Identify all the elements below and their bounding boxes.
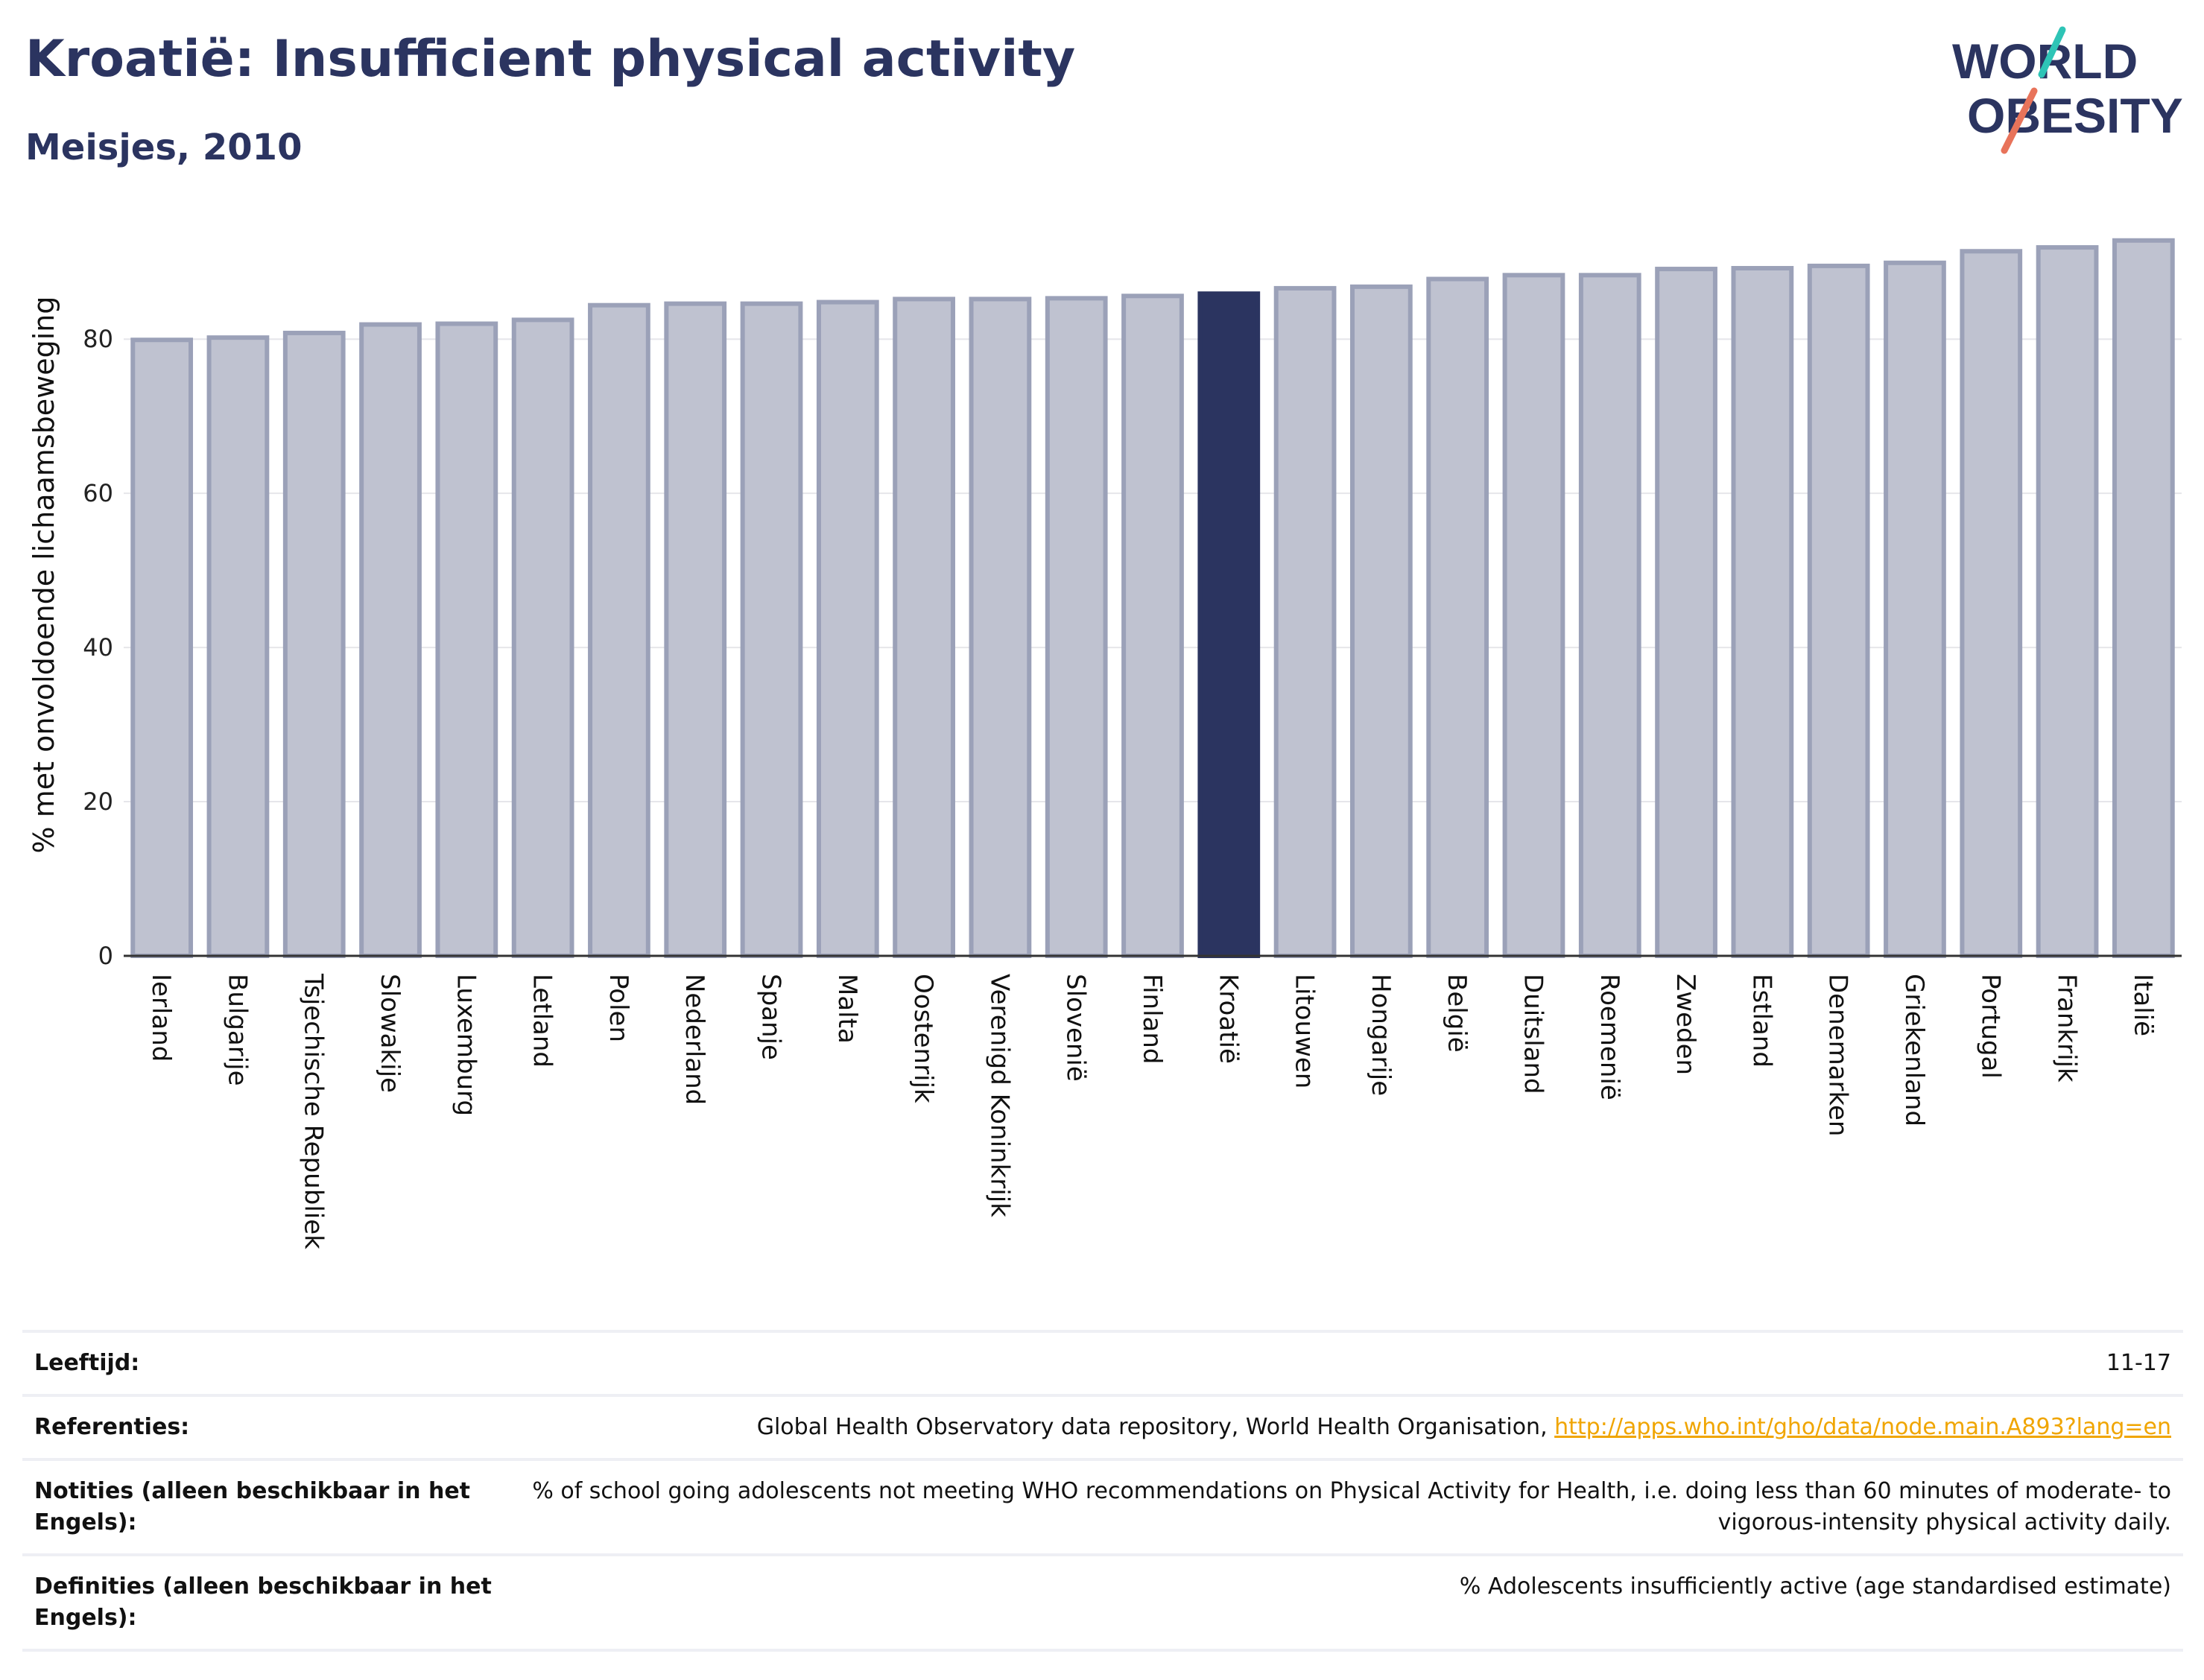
bar-zweden[interactable]	[1655, 267, 1717, 958]
x-tick-label: Kroatië	[1213, 974, 1243, 1064]
bar-verenigd-koninkrijk[interactable]	[969, 297, 1032, 958]
x-tick-label: Verenigd Koninkrijk	[984, 974, 1014, 1217]
info-value: 11-17	[2106, 1350, 2171, 1376]
y-tick-label: 60	[83, 479, 113, 507]
bar-italië[interactable]	[2112, 238, 2175, 958]
x-tick-label: Finland	[1137, 974, 1167, 1065]
x-tick-label: Bulgarije	[222, 974, 252, 1086]
x-tick-label: Roemenië	[1595, 974, 1624, 1100]
bar-duitsland[interactable]	[1502, 273, 1565, 958]
y-tick-label: 0	[98, 942, 113, 970]
reference-link[interactable]: http://apps.who.int/gho/data/node.main.A…	[1554, 1414, 2171, 1440]
x-tick-label: Letland	[528, 974, 557, 1068]
bar-letland[interactable]	[511, 317, 574, 958]
info-row-notes: Notities (alleen beschikbaar in het Enge…	[22, 1458, 2183, 1553]
x-tick-label: Malta	[832, 974, 862, 1044]
y-tick-label: 80	[83, 325, 113, 353]
bar-luxemburg[interactable]	[435, 321, 498, 958]
info-value: Global Health Observatory data repositor…	[517, 1412, 2171, 1443]
x-tick-label: Italië	[2128, 974, 2158, 1036]
x-tick-label: Griekenland	[1899, 974, 1929, 1126]
bar-nederland[interactable]	[664, 301, 727, 959]
info-row-age: Leeftijd: 11-17	[22, 1330, 2183, 1394]
x-tick-label: Denemarken	[1823, 974, 1853, 1136]
x-tick-label: Luxemburg	[451, 974, 481, 1116]
x-tick-label: Frankrijk	[2052, 974, 2082, 1083]
info-row-definitions: Definities (alleen beschikbaar in het En…	[22, 1553, 2183, 1652]
logo-line2: OBESITY	[1967, 88, 2183, 143]
bar-ierland[interactable]	[130, 337, 194, 959]
y-axis-label: % met onvoldoende lichaamsbeweging	[28, 297, 60, 854]
x-tick-label: Estland	[1747, 974, 1776, 1068]
info-label: Leeftijd:	[34, 1350, 140, 1376]
x-tick-label: Zweden	[1671, 974, 1700, 1075]
x-tick-label: Slowakije	[375, 974, 405, 1093]
bar-denemarken[interactable]	[1807, 263, 1870, 958]
bar-slovenië[interactable]	[1045, 296, 1108, 959]
bar-estland[interactable]	[1731, 266, 1794, 959]
logo-slash-teal	[2038, 26, 2066, 78]
x-tick-label: België	[1442, 974, 1472, 1053]
x-tick-label: Portugal	[1975, 974, 2005, 1079]
world-obesity-logo: WORLD OBESITY	[1952, 26, 2183, 154]
page-subtitle: Meisjes, 2010	[25, 127, 303, 168]
info-value: % Adolescents insufficiently active (age…	[1459, 1573, 2171, 1600]
bar-roemenië[interactable]	[1578, 273, 1641, 958]
x-tick-label: Litouwen	[1290, 974, 1320, 1088]
info-row-references: Referenties: Global Health Observatory d…	[22, 1394, 2183, 1458]
logo-slash-red	[2001, 87, 2038, 154]
x-tick-label: Ierland	[146, 974, 176, 1062]
y-tick-label: 40	[83, 633, 113, 662]
page-title: Kroatië: Insufficient physical activity	[25, 30, 1076, 89]
x-tick-label: Slovenië	[1061, 974, 1091, 1082]
x-tick-label: Tsjechische Republiek	[299, 973, 329, 1249]
reference-text: Global Health Observatory data repositor…	[756, 1414, 1555, 1440]
bar-polen[interactable]	[588, 302, 650, 958]
bar-portugal[interactable]	[1960, 249, 2023, 958]
bar-kroatië[interactable]	[1197, 291, 1261, 958]
bar-tsjechische-republiek[interactable]	[282, 330, 346, 958]
x-tick-label: Nederland	[680, 974, 709, 1105]
x-tick-label: Duitsland	[1518, 974, 1548, 1094]
x-tick-label: Spanje	[756, 974, 786, 1060]
bar-bulgarije[interactable]	[206, 335, 270, 958]
bar-griekenland[interactable]	[1884, 260, 1946, 958]
bar-slowakije[interactable]	[359, 322, 422, 958]
x-tick-label: Polen	[604, 974, 633, 1042]
bar-frankrijk[interactable]	[2036, 245, 2099, 958]
bar-spanje[interactable]	[740, 301, 803, 959]
info-label: Definities (alleen beschikbaar in het En…	[34, 1573, 492, 1631]
bar-oostenrijk[interactable]	[893, 297, 955, 958]
y-tick-label: 20	[83, 787, 113, 816]
x-tick-label: Oostenrijk	[908, 974, 938, 1103]
info-label: Notities (alleen beschikbaar in het Enge…	[34, 1478, 471, 1535]
bar-litouwen[interactable]	[1273, 285, 1337, 958]
bar-hongarije[interactable]	[1350, 284, 1413, 958]
info-label: Referenties:	[34, 1414, 190, 1440]
bar-belgië[interactable]	[1426, 276, 1489, 958]
bar-chart: 0 20 40 60 80 Ierland Bulgarije Tsjechische Rep…	[28, 238, 2182, 1249]
info-value: % of school going adolescents not meetin…	[532, 1478, 2171, 1535]
bar-finland[interactable]	[1121, 294, 1184, 958]
bar-malta[interactable]	[816, 299, 879, 958]
info-table: Leeftijd: 11-17 Referenties: Global Heal…	[22, 1330, 2183, 1652]
x-tick-label: Hongarije	[1366, 974, 1396, 1096]
